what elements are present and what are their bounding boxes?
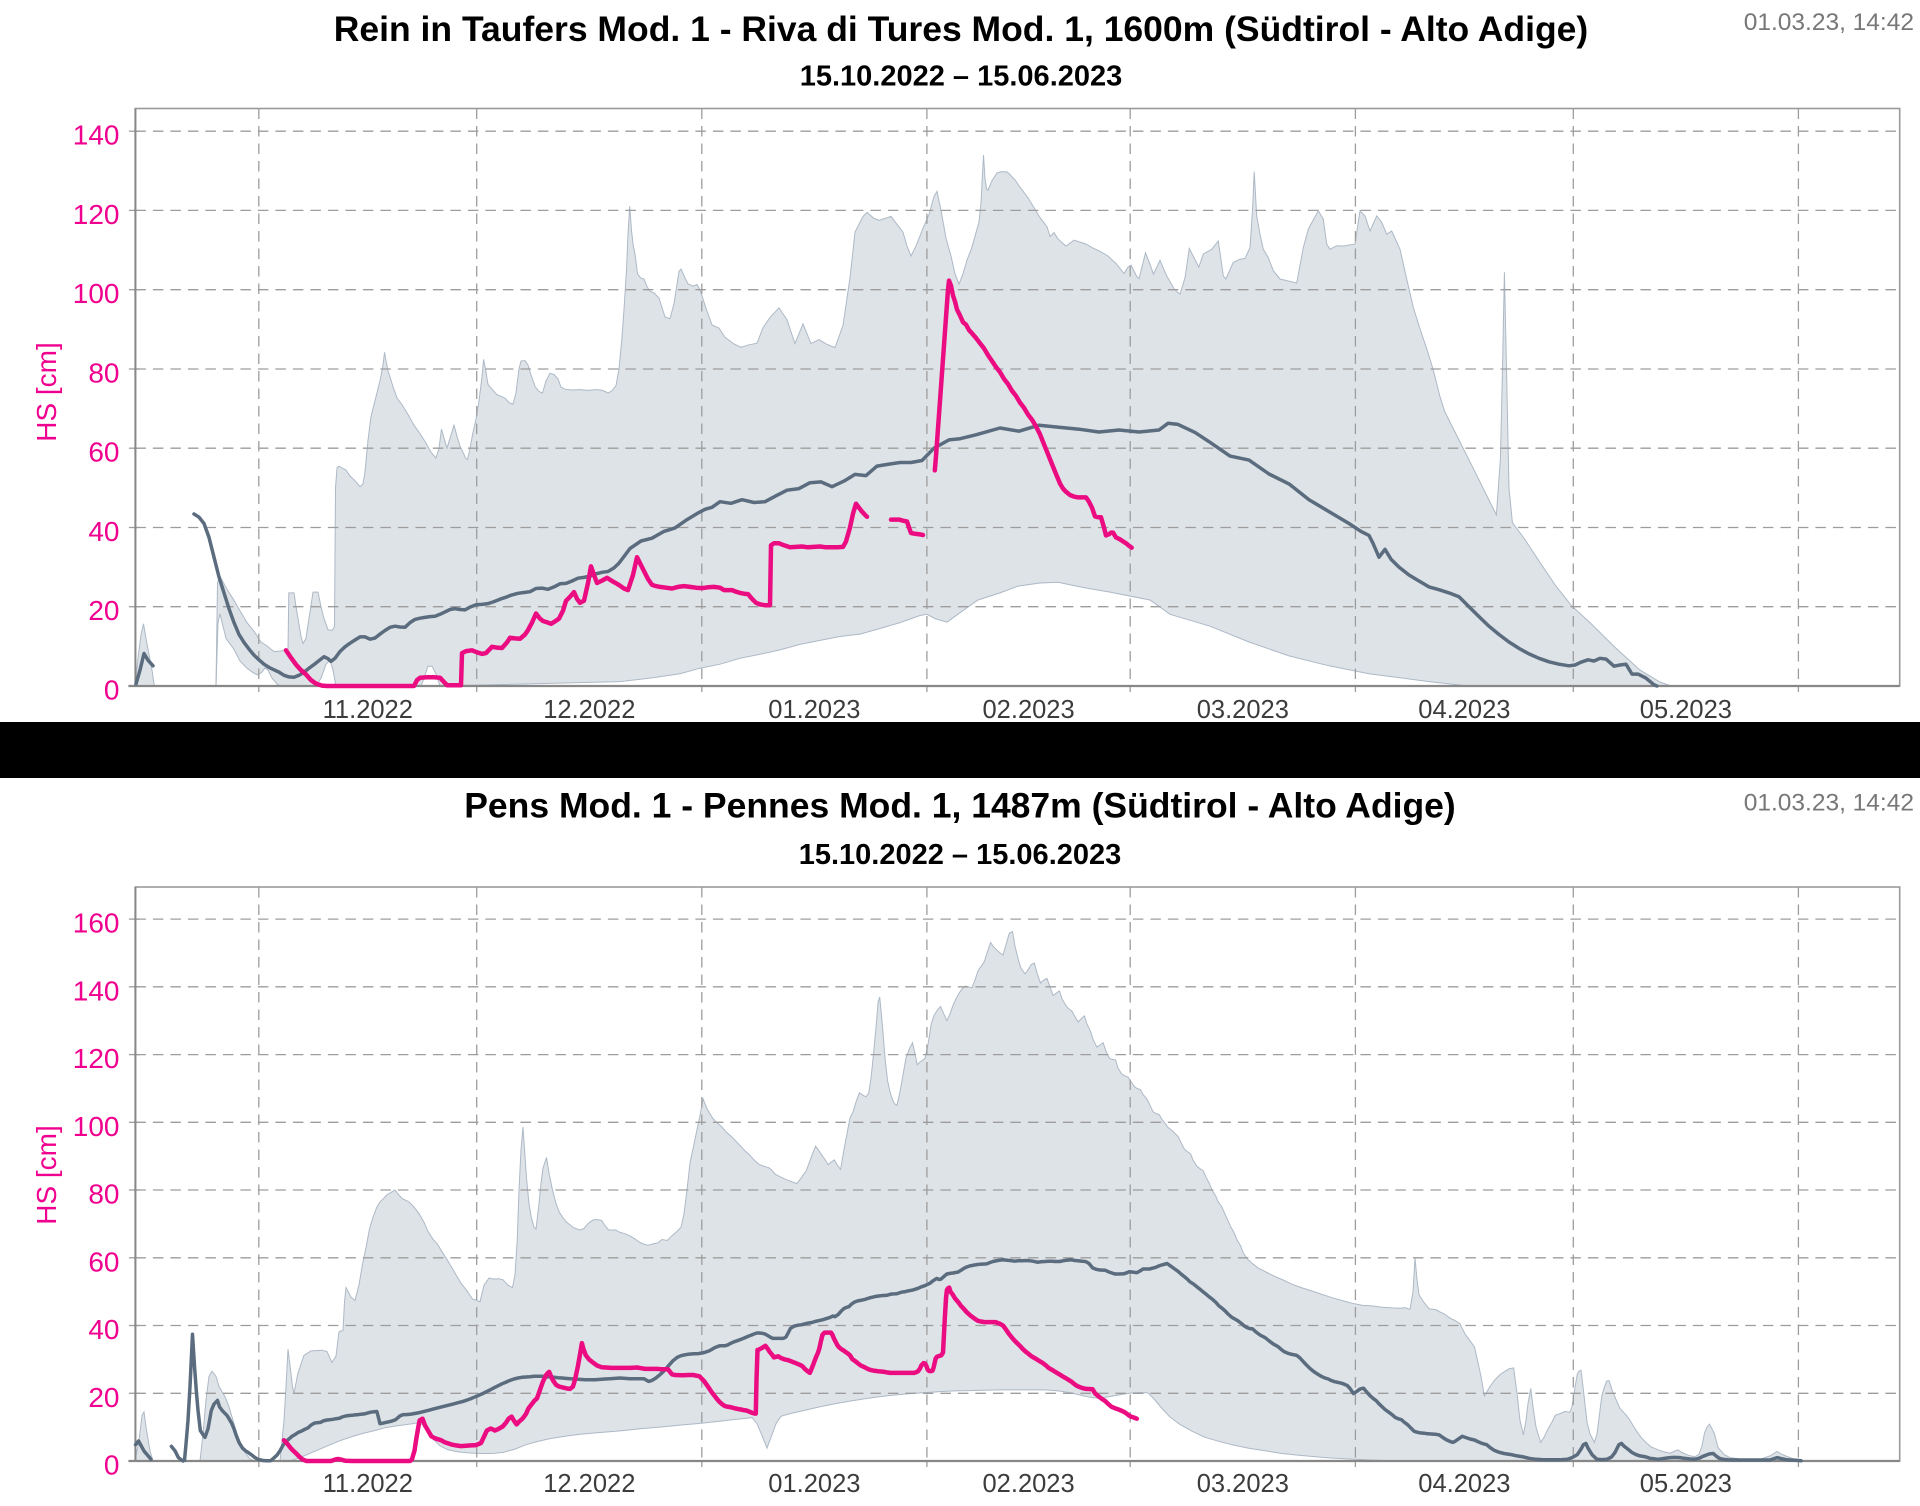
svg-text:11.2022: 11.2022 bbox=[323, 1470, 413, 1498]
svg-text:40: 40 bbox=[88, 1314, 119, 1345]
svg-text:40: 40 bbox=[88, 516, 119, 547]
svg-text:60: 60 bbox=[88, 1246, 119, 1277]
svg-text:160: 160 bbox=[73, 908, 120, 939]
svg-text:03.2023: 03.2023 bbox=[1197, 696, 1289, 724]
svg-text:01.03.23, 14:42: 01.03.23, 14:42 bbox=[1744, 9, 1914, 36]
svg-text:HS [cm]: HS [cm] bbox=[31, 342, 62, 442]
svg-text:60: 60 bbox=[88, 437, 119, 468]
svg-text:01.03.23, 14:42: 01.03.23, 14:42 bbox=[1744, 790, 1914, 817]
svg-text:80: 80 bbox=[88, 358, 119, 389]
svg-text:140: 140 bbox=[73, 975, 120, 1006]
svg-text:12.2022: 12.2022 bbox=[543, 696, 635, 724]
svg-text:01.2023: 01.2023 bbox=[768, 696, 860, 724]
svg-text:0: 0 bbox=[104, 1450, 120, 1481]
svg-text:05.2023: 05.2023 bbox=[1640, 696, 1732, 724]
svg-text:100: 100 bbox=[73, 278, 120, 309]
svg-text:0: 0 bbox=[104, 675, 120, 706]
svg-text:02.2023: 02.2023 bbox=[983, 696, 1075, 724]
svg-text:05.2023: 05.2023 bbox=[1640, 1470, 1732, 1498]
svg-text:20: 20 bbox=[88, 595, 119, 626]
svg-text:15.10.2022 – 15.06.2023: 15.10.2022 – 15.06.2023 bbox=[799, 839, 1122, 871]
svg-text:140: 140 bbox=[73, 120, 120, 151]
svg-text:11.2022: 11.2022 bbox=[323, 696, 413, 724]
svg-text:120: 120 bbox=[73, 1043, 120, 1074]
svg-text:02.2023: 02.2023 bbox=[983, 1470, 1075, 1498]
svg-text:04.2023: 04.2023 bbox=[1418, 1470, 1510, 1498]
svg-text:04.2023: 04.2023 bbox=[1418, 696, 1510, 724]
svg-text:12.2022: 12.2022 bbox=[543, 1470, 635, 1498]
svg-text:15.10.2022 – 15.06.2023: 15.10.2022 – 15.06.2023 bbox=[800, 61, 1123, 93]
svg-text:100: 100 bbox=[73, 1111, 120, 1142]
svg-text:Rein in Taufers Mod. 1 - Riva: Rein in Taufers Mod. 1 - Riva di Tures M… bbox=[334, 9, 1588, 49]
svg-text:01.2023: 01.2023 bbox=[768, 1470, 860, 1498]
svg-text:03.2023: 03.2023 bbox=[1197, 1470, 1289, 1498]
svg-text:HS [cm]: HS [cm] bbox=[31, 1125, 62, 1225]
svg-text:120: 120 bbox=[73, 199, 120, 230]
svg-text:20: 20 bbox=[88, 1382, 119, 1413]
svg-text:80: 80 bbox=[88, 1179, 119, 1210]
svg-text:Pens Mod. 1 - Pennes Mod. 1, 1: Pens Mod. 1 - Pennes Mod. 1, 1487m (Südt… bbox=[464, 786, 1456, 826]
